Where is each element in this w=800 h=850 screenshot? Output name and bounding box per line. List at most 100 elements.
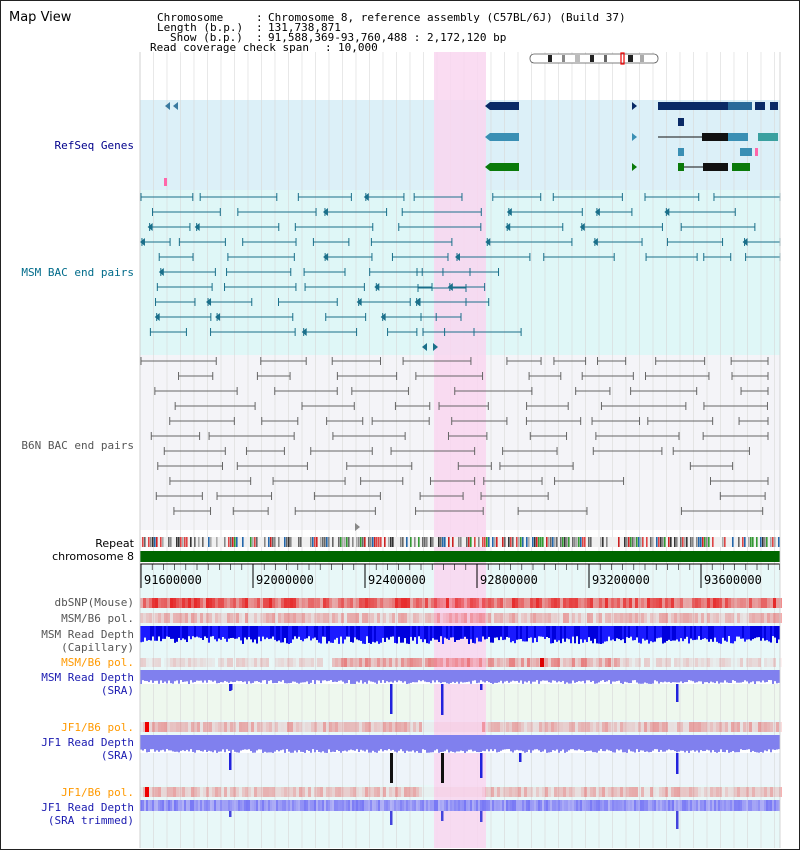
dbsnp-cell <box>563 598 566 608</box>
msm-sra-depth-gap <box>302 682 304 684</box>
jf1-pol2-cell <box>218 787 221 797</box>
jf1-pol-cell <box>614 722 617 732</box>
msm-sra-depth-gap <box>746 681 748 684</box>
msm-sra-depth-gap <box>710 681 712 684</box>
track-label-dbsnp[interactable]: dbSNP(Mouse) <box>54 596 134 609</box>
track-label-msm-b6-pol-2[interactable]: MSM/B6 pol. <box>61 656 134 669</box>
jf1-pol2-cell <box>203 787 206 797</box>
jf1-sra-depth-gap <box>658 751 660 753</box>
jf1-sra-depth-gap <box>444 751 446 753</box>
track-label-jf1-depth-trim-1[interactable]: JF1 Read Depth <box>41 801 134 814</box>
jf1-pol-cell <box>542 722 545 732</box>
strand-arrow <box>505 223 511 231</box>
dbsnp-cell <box>419 598 422 608</box>
dbsnp-cell <box>575 598 578 608</box>
repeat-element <box>770 537 772 547</box>
track-label-msm-bac[interactable]: MSM BAC end pairs <box>21 266 134 279</box>
msm-pol2-cell <box>644 658 647 667</box>
track-label-msm-depth-cap-1[interactable]: MSM Read Depth <box>41 628 134 641</box>
msm-pol2-cell <box>629 658 632 667</box>
jf1-pol-cell <box>383 722 386 732</box>
jf1-pol-cell <box>398 722 401 732</box>
msm-pol2-cell <box>599 658 602 667</box>
repeat-element <box>256 537 258 547</box>
track-label-msm-depth-sra-1[interactable]: MSM Read Depth <box>41 671 134 684</box>
repeat-element <box>696 537 698 547</box>
msm-pol2-cell <box>476 658 479 667</box>
track-label-repeat[interactable]: Repeat <box>95 537 134 550</box>
msm-pol2-cell <box>563 658 566 667</box>
jf1-trim-depth <box>750 800 752 811</box>
jf1-pol-cell <box>329 722 332 732</box>
dbsnp-cell <box>194 598 197 608</box>
jf1-pol-cell <box>374 722 377 732</box>
dbsnp-cell <box>347 598 350 608</box>
msm-sra-depth-gap <box>438 682 440 684</box>
jf1-sra-depth-gap <box>590 750 592 753</box>
track-label-chromosome[interactable]: chromosome 8 <box>52 550 134 563</box>
jf1-pol2-cell <box>449 787 452 797</box>
msm-sra-depth-gap <box>586 680 588 684</box>
jf1-pol2-cell <box>269 787 272 797</box>
msm-cap-depth <box>148 626 150 641</box>
msm-sra-depth-gap <box>286 683 288 684</box>
track-label-jf1-depth-sra-1[interactable]: JF1 Read Depth <box>41 736 134 749</box>
track-label-b6n-bac[interactable]: B6N BAC end pairs <box>21 439 134 452</box>
repeat-element <box>712 537 714 547</box>
jf1-sra-depth-gap <box>750 752 752 753</box>
jf1-pol2-cell <box>779 787 782 797</box>
msm-sra-depth-gap <box>500 680 502 684</box>
dbsnp-cell <box>710 598 713 608</box>
msm-cap-depth <box>330 626 332 643</box>
dbsnp-cell <box>494 598 497 608</box>
track-label-refseq[interactable]: RefSeq Genes <box>54 139 134 152</box>
msm-pol2-cell <box>254 658 257 667</box>
msm-cap-depth <box>168 626 170 637</box>
repeat-element <box>460 537 462 547</box>
dbsnp-cell <box>290 598 293 608</box>
jf1-pol-cell <box>704 722 707 732</box>
msm-pol-cell <box>341 613 344 623</box>
jf1-sra-depth-gap <box>460 750 462 753</box>
msm-pol-cell <box>506 613 509 623</box>
msm-pol2-cell <box>353 658 356 667</box>
track-label-jf1-b6-pol-2[interactable]: JF1/B6 pol. <box>61 786 134 799</box>
msm-pol-cell <box>446 613 449 623</box>
jf1-trim-depth <box>632 800 634 811</box>
repeat-element <box>512 537 514 547</box>
msm-sra-depth-gap <box>460 681 462 684</box>
jf1-pol2-cell <box>569 787 572 797</box>
dbsnp-cell <box>641 598 644 608</box>
track-label-jf1-b6-pol[interactable]: JF1/B6 pol. <box>61 721 134 734</box>
jf1-pol2-cell <box>245 787 248 797</box>
dbsnp-cell <box>434 598 437 608</box>
jf1-pol-cell <box>167 722 170 732</box>
dbsnp-cell <box>578 598 581 608</box>
jf1-trim-depth <box>666 800 668 811</box>
jf1-pol2-cell <box>188 787 191 797</box>
jf1-trim-depth <box>696 800 698 811</box>
repeat-element <box>676 537 678 547</box>
jf1-pol2-cell <box>635 787 638 797</box>
jf1-trim-depth <box>272 800 274 811</box>
repeat-element <box>344 537 346 547</box>
msm-cap-depth <box>492 626 494 643</box>
msm-pol2-cell <box>389 658 392 667</box>
dbsnp-cell <box>269 598 272 608</box>
track-label-msm-b6-pol[interactable]: MSM/B6 pol. <box>61 612 134 625</box>
dbsnp-cell <box>521 598 524 608</box>
jf1-trim-depth <box>732 800 734 811</box>
msm-cap-depth <box>186 626 188 643</box>
jf1-trim-depth <box>544 800 546 811</box>
repeat-element <box>538 537 540 547</box>
strand-arrow <box>194 223 200 231</box>
repeat-element <box>674 537 676 547</box>
jf1-pol-cell <box>563 722 566 732</box>
jf1-trim-depth <box>620 800 622 811</box>
jf1-pol2-cell <box>548 787 551 797</box>
msm-pol-cell <box>743 613 746 623</box>
msm-cap-depth <box>550 626 552 644</box>
jf1-pol2-cell <box>500 787 503 797</box>
msm-sra-depth-gap <box>296 682 298 684</box>
